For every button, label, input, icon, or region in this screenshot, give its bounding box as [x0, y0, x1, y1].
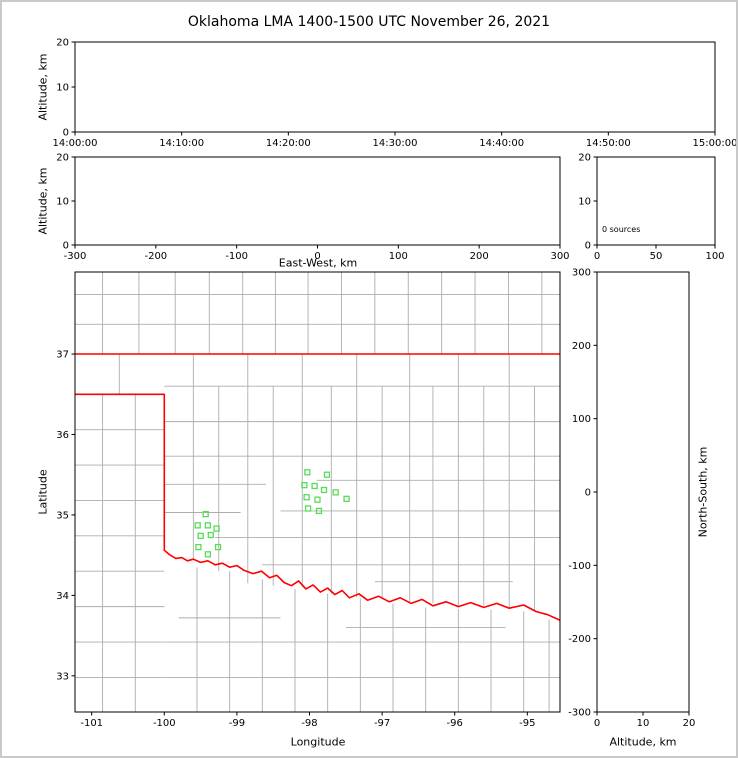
lma-station-marker	[304, 469, 311, 476]
ew-height-ylabel: Altitude, km	[36, 167, 50, 235]
lma-station-marker	[343, 495, 350, 502]
lma-station-marker	[323, 471, 331, 478]
x-tick-label: 15:00:00	[693, 138, 738, 149]
y-tick-label: -100	[568, 561, 591, 572]
x-tick-label: -100	[225, 251, 248, 262]
x-tick-label: -97	[374, 718, 390, 729]
panel-frame	[74, 271, 561, 713]
lma-station-marker	[311, 482, 318, 490]
lma-station-marker	[194, 522, 201, 529]
panel-source_histogram: 0 50 100 0 10 20	[578, 153, 724, 263]
panel-ew_height: -300 -200 -100 0 100 200 300 0 10 20	[56, 153, 569, 263]
x-tick-label: 10	[637, 718, 650, 729]
x-tick-label: -300	[64, 251, 87, 262]
y-tick-label: 36	[56, 430, 69, 441]
x-tick-label: 14:30:00	[373, 138, 418, 149]
panel-frame	[596, 271, 690, 713]
lma-station-marker	[195, 543, 202, 551]
panel-frame	[74, 156, 561, 246]
map-content	[75, 272, 560, 712]
x-tick-label: 0	[314, 251, 320, 262]
lma-station-marker	[204, 522, 212, 529]
x-tick-label: 14:20:00	[266, 138, 311, 149]
y-tick-label: 20	[578, 153, 591, 164]
y-tick-label: 20	[56, 153, 69, 164]
y-tick-label: 0	[63, 241, 69, 252]
x-tick-label: 200	[470, 251, 489, 262]
lma-station-marker	[202, 510, 209, 518]
state-border-line	[75, 393, 560, 622]
y-tick-label: 300	[572, 268, 591, 279]
source-count-annotation: 0 sources	[602, 225, 641, 234]
y-tick-label: 10	[56, 197, 69, 208]
panel-time_height: 14:00:00 14:10:00 14:20:00 14:30:00 14:40:00…	[53, 38, 738, 150]
x-tick-label: -96	[447, 718, 463, 729]
x-tick-label: -98	[301, 718, 317, 729]
y-tick-label: 37	[56, 350, 69, 361]
x-tick-label: 0	[594, 718, 600, 729]
ew-height-xlabel: East-West, km	[278, 256, 358, 270]
y-tick-label: 10	[578, 197, 591, 208]
lma-station-marker	[303, 494, 310, 501]
panel-frame	[74, 41, 716, 133]
y-tick-label: 0	[585, 488, 591, 499]
y-tick-label: 100	[572, 414, 591, 425]
x-tick-label: 14:00:00	[53, 138, 98, 149]
x-tick-label: 50	[650, 251, 663, 262]
map-xlabel: Longitude	[290, 735, 346, 749]
x-tick-label: 100	[389, 251, 408, 262]
panel-ns_height: 0 10 20 -300 -200 -100 0 100 200 300	[568, 268, 695, 730]
ns-height-xlabel: Altitude, km	[609, 735, 677, 749]
x-tick-label: -101	[80, 718, 103, 729]
lma-station-marker	[204, 551, 212, 558]
panel-plan_view: -101 -100 -99 -98 -97 -96 -95 33 34 35 36 37	[56, 271, 561, 729]
lma-station-marker	[213, 525, 220, 532]
map-ylabel: Latitude	[36, 469, 50, 515]
figure-title: Oklahoma LMA 1400-1500 UTC November 26, …	[187, 14, 551, 30]
lma-station-marker	[315, 507, 323, 515]
y-tick-label: 200	[572, 341, 591, 352]
lma-station-marker	[207, 531, 214, 539]
x-tick-label: 100	[705, 251, 724, 262]
y-tick-label: 10	[56, 83, 69, 94]
y-tick-label: 20	[56, 38, 69, 49]
y-tick-label: -200	[568, 634, 591, 645]
y-tick-label: 0	[63, 128, 69, 139]
x-tick-label: -95	[519, 718, 535, 729]
x-tick-label: -100	[153, 718, 176, 729]
y-tick-label: 35	[56, 510, 69, 521]
y-tick-label: 34	[56, 591, 69, 602]
x-tick-label: 14:50:00	[586, 138, 631, 149]
ns-height-ylabel: North-South, km	[696, 446, 710, 538]
lma-station-marker	[214, 543, 222, 551]
lma-station-marker	[301, 482, 308, 489]
x-tick-label: -200	[144, 251, 167, 262]
x-tick-label: 300	[550, 251, 569, 262]
lma-station-marker	[314, 496, 321, 503]
x-tick-label: 14:40:00	[479, 138, 524, 149]
y-tick-label: 33	[56, 671, 69, 682]
x-tick-label: -99	[229, 718, 245, 729]
lma-station-marker	[332, 489, 339, 496]
x-tick-label: 20	[683, 718, 696, 729]
lma-station-marker	[304, 505, 312, 512]
lma-station-marker	[320, 486, 328, 494]
y-tick-label: -300	[568, 708, 591, 719]
lma-station-marker	[197, 532, 204, 539]
x-tick-label: 14:10:00	[159, 138, 204, 149]
y-tick-label: 0	[585, 241, 591, 252]
time-height-ylabel: Altitude, km	[36, 53, 50, 121]
x-tick-label: 0	[594, 251, 600, 262]
